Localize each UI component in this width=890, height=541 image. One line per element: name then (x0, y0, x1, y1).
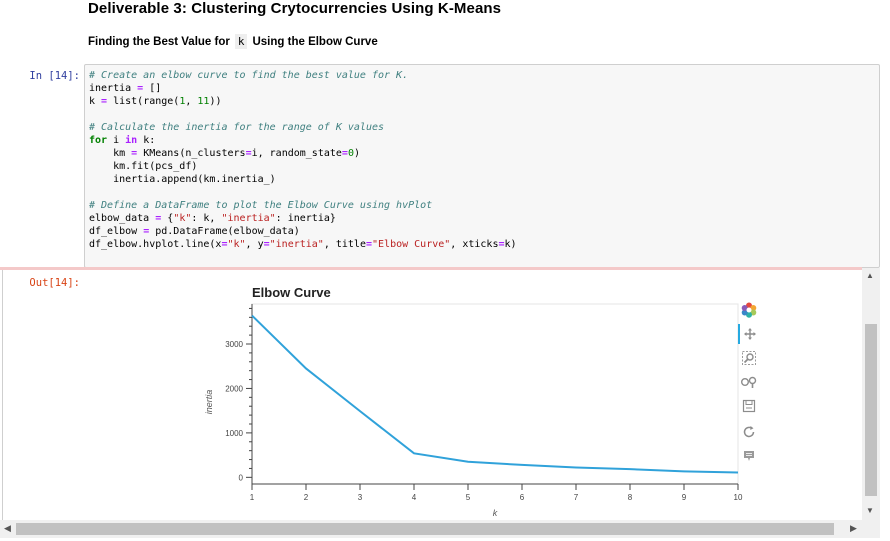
output-prompt: Out[14]: (29, 277, 80, 289)
y-tick-label: 0 (239, 473, 244, 482)
code-line: df_elbow.hvplot.line(x="k", y="inertia",… (89, 239, 517, 250)
box-zoom-icon[interactable] (738, 348, 760, 368)
x-tick-label: 7 (574, 493, 579, 502)
x-tick-label: 2 (304, 493, 309, 502)
hover-icon[interactable] (738, 446, 760, 466)
x-tick-label: 5 (466, 493, 471, 502)
code-line: df_elbow = pd.DataFrame(elbow_data) (89, 226, 300, 237)
subheading-text-after: Using the Elbow Curve (252, 35, 378, 48)
scroll-right-icon[interactable]: ▶ (850, 523, 857, 533)
scroll-up-icon[interactable]: ▲ (866, 271, 874, 280)
scrollbar-corner (862, 520, 880, 538)
code-line: inertia = [] (89, 83, 162, 94)
code-line: km = KMeans(n_clusters=i, random_state=0… (89, 148, 360, 159)
series-line-inertia (251, 314, 739, 474)
code-line: k = list(range(1, 11)) (89, 96, 222, 107)
vertical-scroll-thumb[interactable] (865, 324, 877, 496)
subheading-inline-code: k (234, 34, 248, 49)
output-area (2, 270, 862, 520)
y-tick-label: 2000 (225, 384, 243, 393)
reset-icon[interactable] (738, 422, 760, 442)
vertical-scrollbar[interactable]: ▲ ▼ (862, 268, 880, 520)
y-tick-label: 3000 (225, 340, 243, 349)
code-line: inertia.append(km.inertia_) (89, 174, 276, 185)
x-axis-label: k (493, 508, 498, 518)
x-tick-label: 6 (520, 493, 525, 502)
wheel-zoom-icon[interactable] (738, 372, 760, 392)
y-axis-label: inertia (204, 390, 214, 415)
code-input-area[interactable]: # Create an elbow curve to find the best… (84, 64, 880, 268)
plot-toolbar (736, 300, 762, 470)
plot-frame (251, 303, 739, 485)
notebook-heading: Deliverable 3: Clustering Crytocurrencie… (88, 0, 502, 17)
x-tick-label: 1 (250, 493, 255, 502)
code-line: # Define a DataFrame to plot the Elbow C… (89, 200, 433, 211)
scroll-left-icon[interactable]: ◀ (4, 523, 11, 533)
x-tick-label: 4 (412, 493, 417, 502)
scroll-down-icon[interactable]: ▼ (866, 506, 874, 515)
save-icon[interactable] (738, 396, 760, 416)
bokeh-logo-icon[interactable] (738, 300, 760, 320)
x-tick-label: 3 (358, 493, 363, 502)
code-line (89, 186, 875, 199)
output-separator (0, 267, 862, 270)
horizontal-scroll-thumb[interactable] (16, 523, 834, 535)
code-line (89, 108, 875, 121)
pan-icon[interactable] (738, 324, 760, 344)
y-tick-label: 1000 (225, 429, 243, 438)
x-tick-label: 9 (682, 493, 687, 502)
elbow-curve-chart[interactable]: Elbow Curve 0 1000 2000 3000 1 2 3 4 5 6 7 8 9 10 k iner… (190, 280, 750, 520)
input-prompt: In [14]: (29, 70, 80, 82)
chart-title: Elbow Curve (252, 285, 331, 300)
code-line: km.fit(pcs_df) (89, 161, 198, 172)
subheading-text-before: Finding the Best Value for (88, 35, 230, 48)
code-line: # Create an elbow curve to find the best… (89, 70, 409, 81)
code-line: # Calculate the inertia for the range of… (89, 122, 385, 133)
notebook-subheading: Finding the Best Value for k Using the E… (88, 34, 378, 49)
x-tick-label: 10 (734, 493, 743, 502)
code-line: for i in k: (89, 135, 156, 146)
x-tick-label: 8 (628, 493, 633, 502)
horizontal-scrollbar[interactable]: ◀ ▶ (0, 520, 862, 538)
code-line: elbow_data = {"k": k, "inertia": inertia… (89, 213, 336, 224)
